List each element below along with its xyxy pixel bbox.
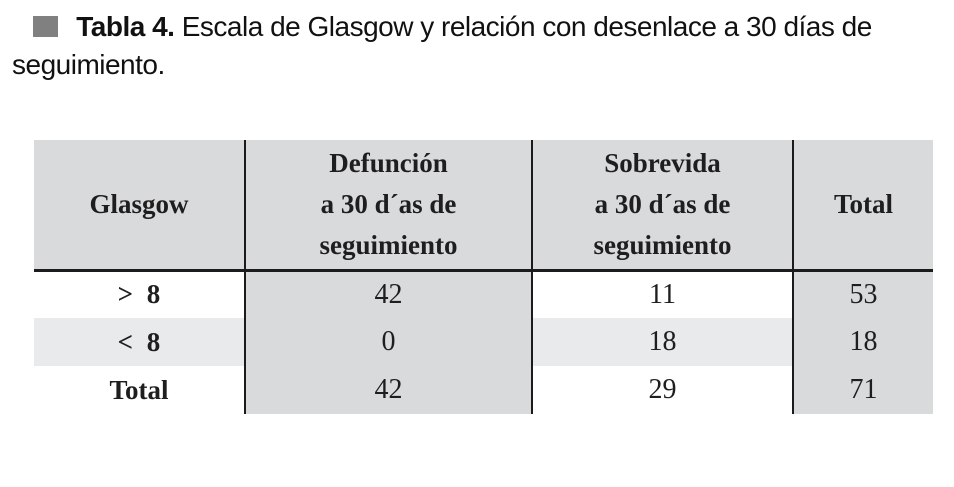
row-label: < 8	[34, 318, 245, 366]
table-row-lt8: < 8 0 18 18	[34, 318, 933, 366]
caption-line-1: Tabla 4. Escala de Glasgow y relación co…	[12, 8, 947, 46]
glasgow-table-container: Glasgow Defunción a 30 d´as de seguimien…	[34, 140, 933, 414]
col-header-defuncion: Defunción a 30 d´as de seguimiento	[244, 140, 532, 272]
table-row-gt8: > 8 42 11 53	[34, 270, 933, 318]
glasgow-outcome-table: Glasgow Defunción a 30 d´as de seguimien…	[34, 140, 933, 414]
cell-total: 71	[792, 366, 933, 414]
col-header-glasgow: Glasgow	[34, 140, 245, 272]
caption-line-2: seguimiento.	[12, 49, 165, 80]
cell-sobrevida: 29	[531, 366, 793, 414]
cell-defuncion: 42	[244, 270, 532, 318]
table-caption: Tabla 4. Escala de Glasgow y relación co…	[12, 8, 947, 84]
caption-text: Escala de Glasgow y relación con desenla…	[181, 11, 873, 42]
col-header-sobrevida: Sobrevida a 30 d´as de seguimiento	[531, 140, 793, 272]
caption-label: Tabla 4.	[76, 11, 175, 42]
cell-sobrevida: 18	[531, 318, 793, 366]
row-label: Total	[34, 366, 245, 414]
cell-defuncion: 0	[244, 318, 532, 366]
cell-defuncion: 42	[244, 366, 532, 414]
cell-sobrevida: 11	[531, 270, 793, 318]
square-bullet-icon	[33, 16, 58, 37]
cell-total: 53	[792, 270, 933, 318]
table-row-total: Total 42 29 71	[34, 366, 933, 414]
header-row: Glasgow Defunción a 30 d´as de seguimien…	[34, 140, 933, 272]
cell-total: 18	[792, 318, 933, 366]
col-header-total: Total	[792, 140, 933, 272]
row-label: > 8	[34, 270, 245, 318]
